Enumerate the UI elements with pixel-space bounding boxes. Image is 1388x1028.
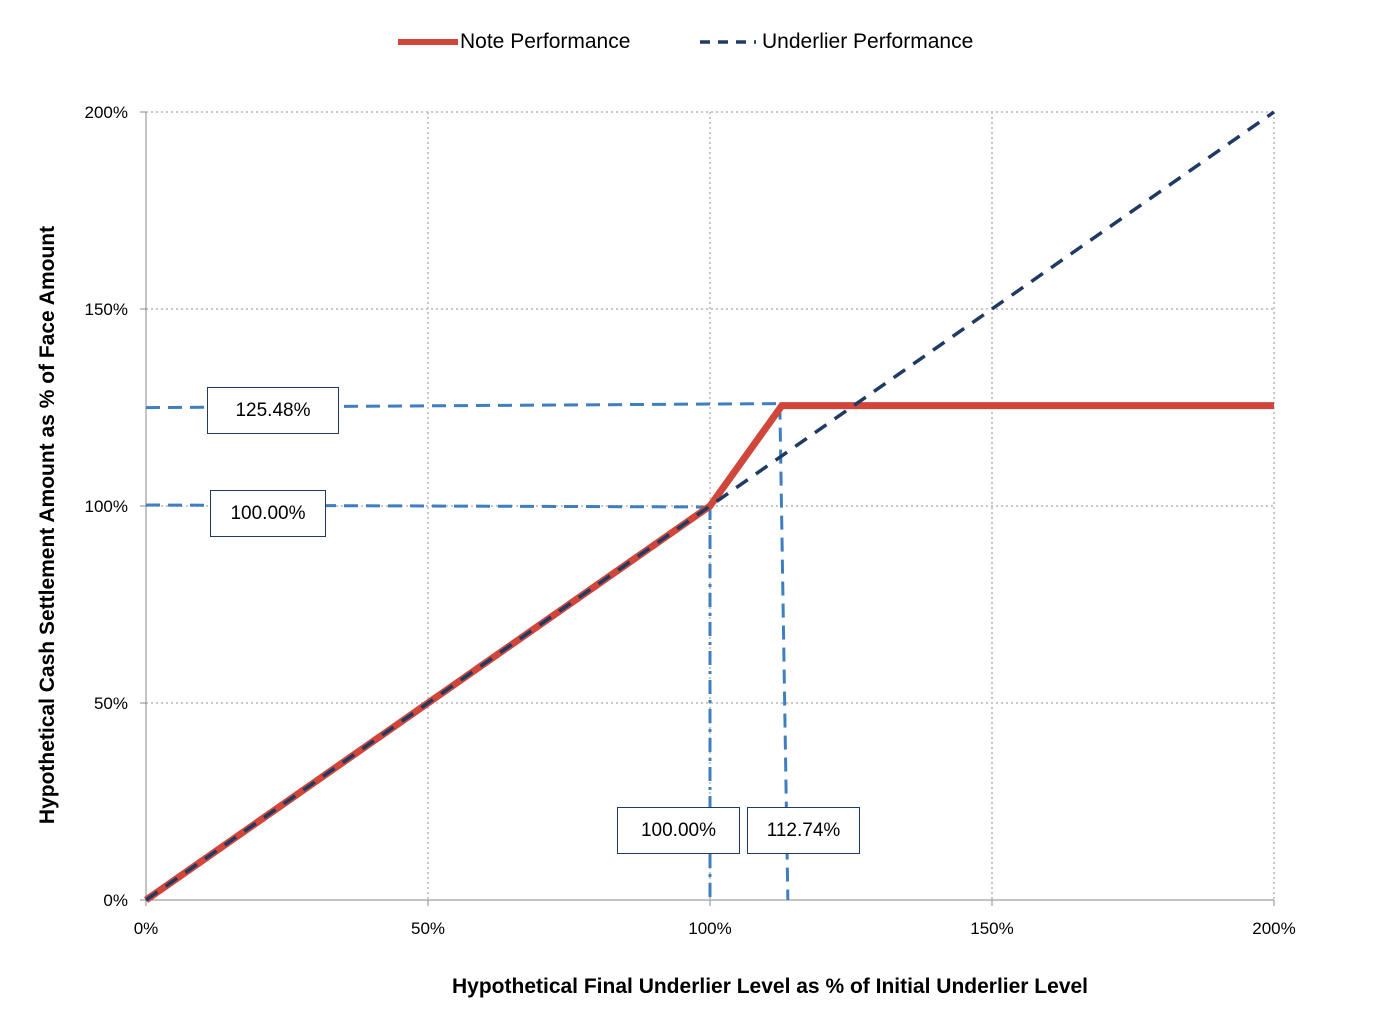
x-tick-label: 200% xyxy=(1252,919,1295,938)
y-tick-label: 200% xyxy=(85,103,128,122)
y-axis-title: Hypothetical Cash Settlement Amount as %… xyxy=(36,225,59,825)
series-line-underlier-performance xyxy=(144,110,1276,902)
ref-line-y-12548 xyxy=(145,402,779,410)
legend: Note Performance Underlier Performance xyxy=(0,30,1388,60)
x-tick-label: 100% xyxy=(688,919,731,938)
annotation-box-x-11274: 112.74% xyxy=(747,807,860,854)
y-tick-label: 150% xyxy=(85,300,128,319)
legend-label-note: Note Performance xyxy=(460,30,631,53)
x-axis-title: Hypothetical Final Underlier Level as % … xyxy=(452,975,1089,998)
y-tick-label: 100% xyxy=(85,497,128,516)
x-tick-label: 0% xyxy=(134,919,159,938)
legend-label-underlier: Underlier Performance xyxy=(762,30,974,53)
ref-line-x-11274 xyxy=(778,405,790,901)
y-tick-label: 0% xyxy=(103,891,128,910)
annotation-box-x-100: 100.00% xyxy=(617,807,740,854)
legend-item-underlier: Underlier Performance xyxy=(700,30,973,54)
y-tick-label: 50% xyxy=(94,694,128,713)
legend-item-note: Note Performance xyxy=(398,30,630,54)
x-tick-label: 50% xyxy=(411,919,445,938)
annotation-box-y-12548: 125.48% xyxy=(207,387,339,434)
annotation-box-y-100: 100.00% xyxy=(210,490,326,537)
x-tick-label: 150% xyxy=(970,919,1013,938)
legend-swatch-note xyxy=(398,39,458,45)
legend-swatch-underlier xyxy=(700,40,756,44)
